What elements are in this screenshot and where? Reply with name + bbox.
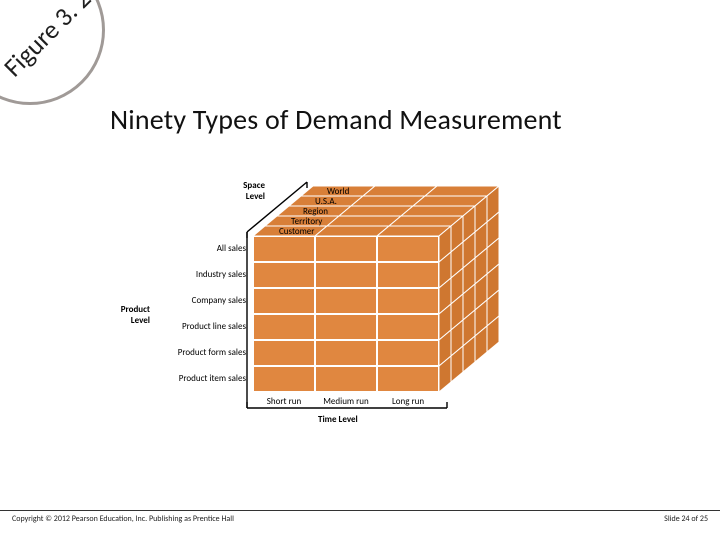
copyright-text: Copyright © 2012 Pearson Education, Inc.…	[12, 514, 234, 530]
cube-front-cell	[315, 340, 377, 366]
figure-badge: Figure 3. 2	[0, 0, 105, 105]
cube-front-cell	[253, 340, 315, 366]
cube-front-cell	[253, 236, 315, 262]
cube-front-cell	[315, 236, 377, 262]
cube-front-cell	[315, 314, 377, 340]
cube-front-cell	[377, 340, 439, 366]
cube-front-cell	[315, 288, 377, 314]
cube-front-cell	[377, 236, 439, 262]
space-level-label: Customer	[279, 226, 314, 237]
axis-title-time: Time Level	[318, 414, 358, 425]
slide-title: Ninety Types of Demand Measurement	[110, 102, 562, 137]
product-level-label: Product item sales	[151, 373, 246, 384]
axis-title-space: SpaceLevel	[225, 180, 265, 202]
product-level-label: All sales	[151, 243, 246, 254]
time-level-label: Short run	[253, 396, 315, 407]
time-level-label: Long run	[377, 396, 439, 407]
product-level-label: Industry sales	[151, 269, 246, 280]
cube-front-cell	[377, 366, 439, 392]
time-level-label: Medium run	[315, 396, 377, 407]
cube-front-cell	[315, 366, 377, 392]
product-level-label: Product line sales	[151, 321, 246, 332]
cube-front-cell	[253, 366, 315, 392]
cube-front-cell	[253, 262, 315, 288]
figure-badge-label: Figure 3. 2	[0, 0, 97, 83]
cube-front-cell	[377, 262, 439, 288]
slide-number: Slide 24 of 25	[664, 514, 708, 530]
footer: Copyright © 2012 Pearson Education, Inc.…	[0, 510, 720, 530]
cube-front-cell	[315, 262, 377, 288]
axis-title-product: ProductLevel	[105, 304, 150, 326]
demand-cube-diagram: SpaceLevelWorldU.S.A.RegionTerritoryCust…	[145, 158, 585, 478]
cube-front-cell	[253, 288, 315, 314]
cube-front-cell	[377, 288, 439, 314]
product-level-label: Company sales	[151, 295, 246, 306]
product-level-label: Product form sales	[151, 347, 246, 358]
cube-front-cell	[253, 314, 315, 340]
cube-front-cell	[377, 314, 439, 340]
